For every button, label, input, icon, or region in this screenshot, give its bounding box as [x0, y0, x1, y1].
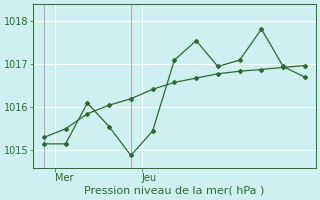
X-axis label: Pression niveau de la mer( hPa ): Pression niveau de la mer( hPa )	[84, 186, 265, 196]
